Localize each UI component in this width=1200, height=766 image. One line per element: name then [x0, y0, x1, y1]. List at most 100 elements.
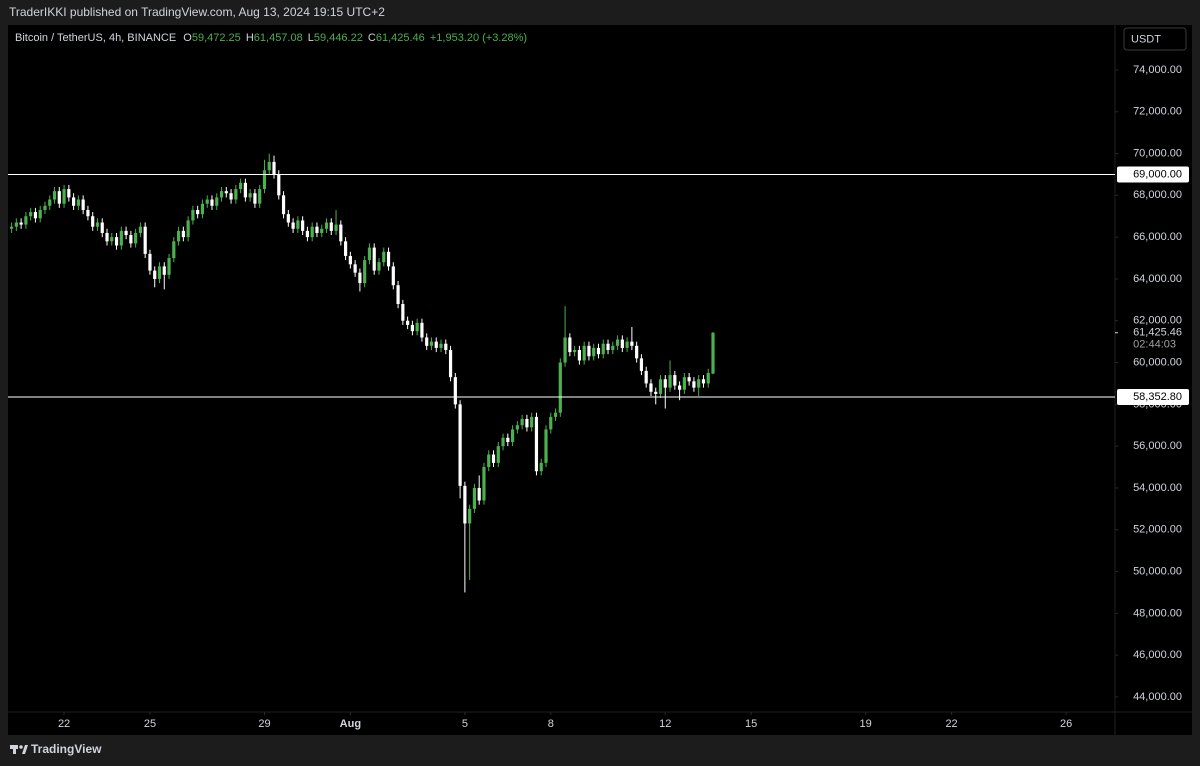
logo-stem	[13, 745, 16, 754]
candle-body	[95, 222, 100, 227]
candle-body	[52, 191, 57, 200]
logo-dot	[19, 745, 23, 749]
price-label: 69,000.00	[1133, 168, 1182, 180]
x-tick-label: 8	[548, 718, 554, 730]
candle-body	[491, 454, 496, 463]
y-tick-label: 56,000.00	[1133, 440, 1182, 452]
candle-body	[496, 446, 500, 463]
candle-body	[329, 222, 333, 231]
candle-body	[239, 182, 243, 190]
candle-body	[630, 341, 634, 346]
o-value: 59,472.25	[192, 32, 241, 44]
change: +1,953.20 (+3.28%)	[430, 32, 527, 44]
candle-body	[515, 425, 519, 430]
y-tick-label: 62,000.00	[1133, 315, 1182, 327]
y-tick-label: 66,000.00	[1133, 231, 1182, 243]
candle-body	[215, 197, 219, 206]
candle-body	[67, 189, 71, 198]
h-value: 61,457.08	[254, 32, 303, 44]
candle-body	[592, 347, 596, 357]
candle-body	[9, 226, 14, 229]
candle-body	[482, 467, 486, 501]
candle-body	[582, 345, 586, 361]
candle-body	[453, 377, 457, 405]
candle-body	[315, 226, 319, 233]
x-tick-label: 5	[462, 718, 468, 730]
candle-body	[253, 193, 257, 204]
y-tick-label: 72,000.00	[1133, 106, 1182, 118]
candle-body	[673, 375, 677, 386]
c-key: C	[368, 32, 376, 44]
candle-body	[124, 230, 128, 236]
candle-body	[267, 161, 271, 171]
candle-body	[224, 191, 228, 194]
candle-body	[701, 379, 706, 384]
candle-body	[167, 258, 171, 275]
candle-body	[601, 343, 605, 355]
candle-body	[568, 337, 572, 353]
l-key: L	[308, 32, 314, 44]
candle-body	[248, 193, 252, 198]
candle-body	[305, 230, 310, 238]
candle-body	[353, 264, 357, 273]
x-tick-label: 12	[659, 718, 671, 730]
candle-body	[668, 375, 672, 388]
y-tick-label: 44,000.00	[1133, 691, 1182, 703]
currency-button[interactable]	[1123, 27, 1187, 51]
candle-body	[262, 170, 267, 190]
currency-label[interactable]: USDT	[1131, 33, 1161, 45]
candle-body	[372, 247, 376, 271]
candle-body	[114, 237, 119, 246]
candle-body	[396, 285, 400, 305]
candle-body	[24, 216, 28, 225]
candle-body	[86, 209, 90, 217]
y-tick-label: 54,000.00	[1133, 482, 1182, 494]
candle-body	[172, 241, 176, 259]
candle-body	[181, 230, 185, 238]
x-tick-label: 22	[58, 718, 70, 730]
candle-body	[596, 347, 601, 355]
candle-body	[286, 214, 290, 223]
candle-body	[620, 339, 624, 348]
candle-body	[205, 199, 209, 204]
candle-body	[38, 209, 42, 219]
candle-body	[563, 337, 567, 363]
candle-body	[663, 379, 667, 388]
candle-body	[343, 241, 348, 256]
candle-body	[119, 230, 123, 246]
candle-body	[100, 222, 104, 233]
candle-body	[429, 341, 434, 346]
candle-body	[520, 418, 524, 426]
y-tick-label: 70,000.00	[1133, 147, 1182, 159]
candle-body	[534, 416, 539, 472]
candle-body	[277, 174, 281, 196]
x-tick-label: 19	[860, 718, 872, 730]
candle-body	[472, 487, 477, 509]
candle-body	[72, 197, 76, 206]
y-tick-label: 48,000.00	[1133, 607, 1182, 619]
candle-body	[539, 462, 543, 472]
candle-body	[310, 226, 314, 238]
candle-body	[391, 266, 395, 286]
candle-body	[148, 253, 152, 271]
x-tick-label: 15	[745, 718, 757, 730]
candle-body	[162, 266, 166, 275]
plot	[8, 153, 1115, 593]
c-value: 61,425.46	[376, 32, 425, 44]
candle-body	[501, 437, 505, 447]
l-value: 59,446.22	[314, 32, 363, 44]
candle-body	[176, 230, 181, 242]
candle-body	[339, 224, 343, 242]
o-key: O	[183, 32, 192, 44]
candle-body	[434, 341, 438, 348]
candle-body	[410, 324, 414, 332]
candle-body	[143, 226, 147, 254]
candle-body	[320, 228, 324, 233]
candle-body	[33, 212, 38, 219]
countdown: 02:44:03	[1133, 339, 1176, 351]
candle-body	[444, 343, 448, 351]
candle-body	[658, 379, 663, 394]
publisher-line: TraderIKKI published on TradingView.com,…	[9, 5, 385, 19]
candle-body	[644, 370, 648, 384]
candle-body	[43, 205, 47, 210]
